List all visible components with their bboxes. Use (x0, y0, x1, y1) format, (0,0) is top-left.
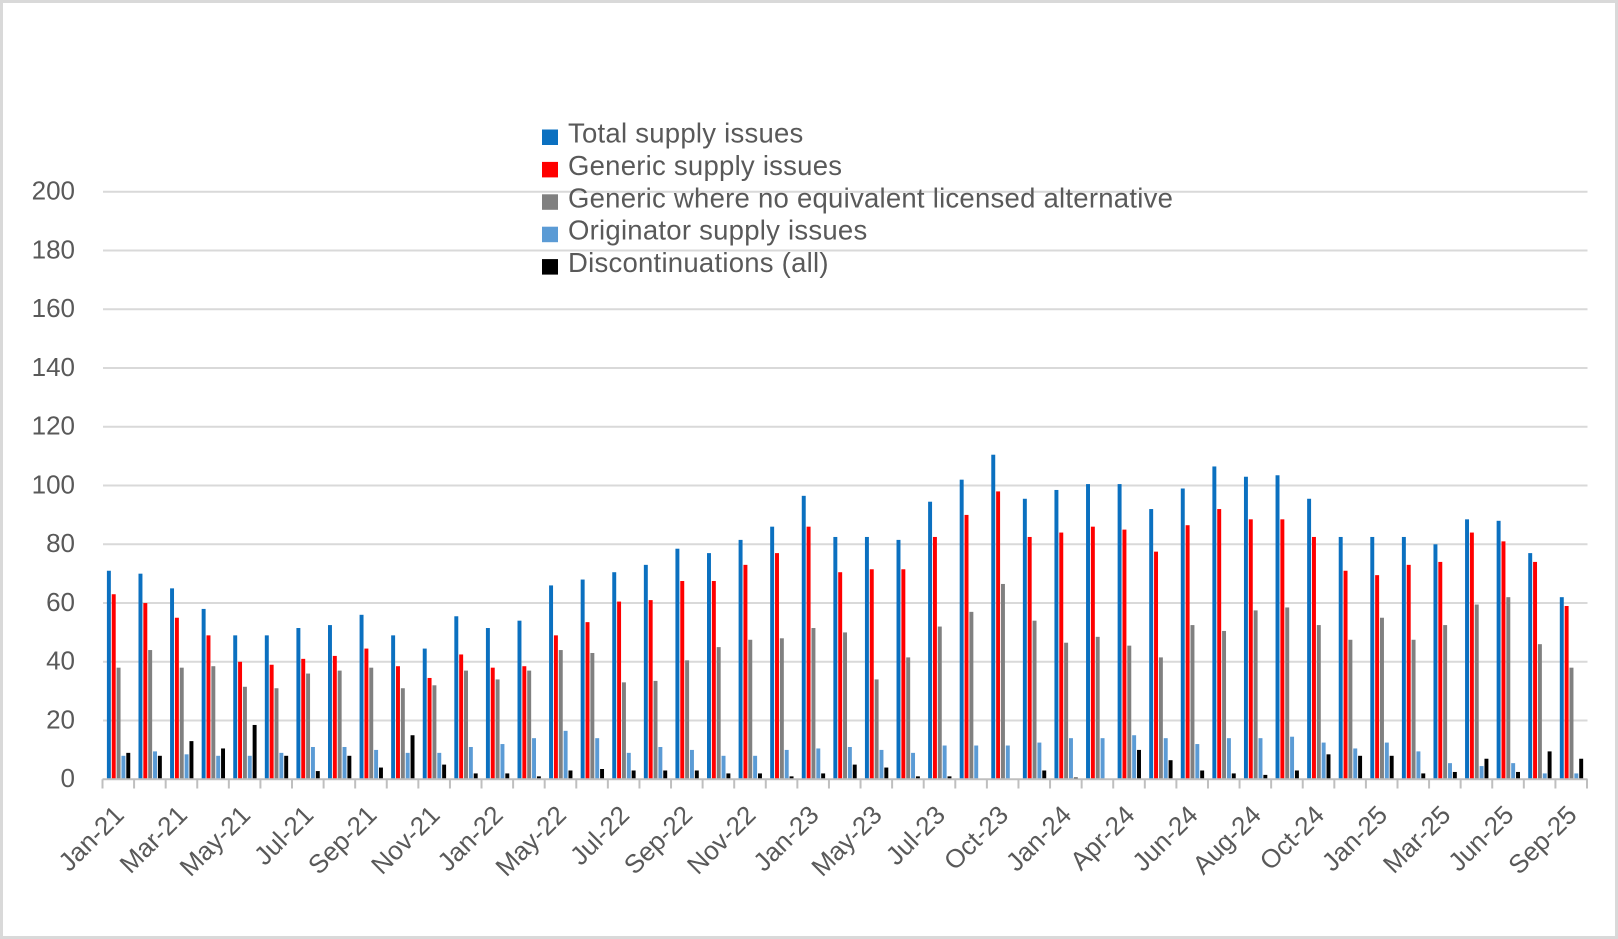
svg-text:140: 140 (32, 352, 75, 382)
svg-text:Total supply issues: Total supply issues (568, 118, 804, 149)
svg-text:120: 120 (32, 411, 75, 441)
svg-text:0: 0 (61, 763, 75, 793)
svg-text:Originator supply issues: Originator supply issues (568, 215, 867, 246)
svg-text:Discontinuations (all): Discontinuations (all) (568, 247, 829, 278)
svg-text:Generic supply issues: Generic supply issues (568, 150, 842, 181)
svg-text:200: 200 (32, 176, 75, 206)
svg-text:20: 20 (46, 704, 75, 734)
svg-text:100: 100 (32, 469, 75, 499)
svg-text:160: 160 (32, 293, 75, 323)
svg-text:80: 80 (46, 528, 75, 558)
svg-text:40: 40 (46, 646, 75, 676)
svg-text:180: 180 (32, 234, 75, 264)
svg-text:60: 60 (46, 587, 75, 617)
svg-text:Generic where no equivalent li: Generic where no equivalent licensed alt… (568, 182, 1173, 213)
